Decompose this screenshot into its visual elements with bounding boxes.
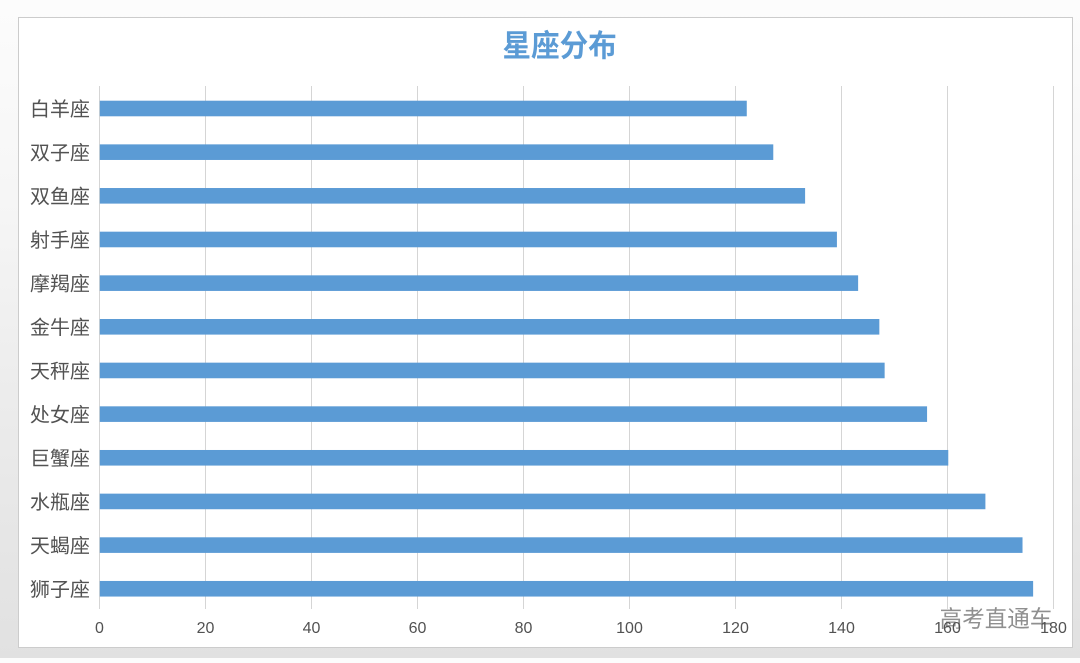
svg-text:180: 180	[1040, 620, 1067, 637]
svg-text:0: 0	[95, 620, 104, 637]
svg-text:40: 40	[303, 620, 321, 637]
svg-text:140: 140	[828, 620, 855, 637]
svg-text:60: 60	[409, 620, 427, 637]
svg-text:80: 80	[515, 620, 533, 637]
svg-text:120: 120	[722, 620, 749, 637]
svg-text:160: 160	[934, 620, 961, 637]
svg-text:100: 100	[616, 620, 643, 637]
svg-text:20: 20	[197, 620, 215, 637]
